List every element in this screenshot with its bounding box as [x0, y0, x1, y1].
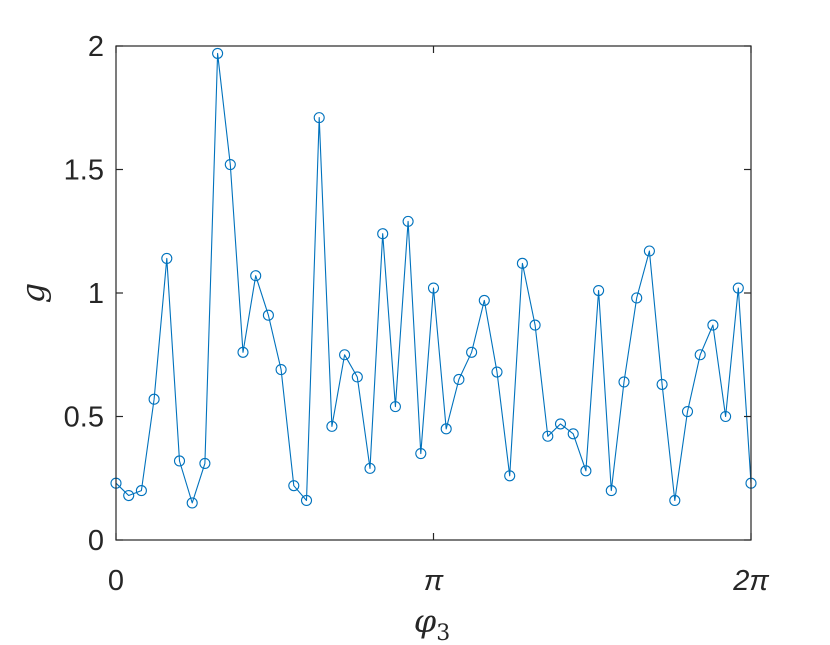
- data-point: [173, 455, 186, 467]
- data-point: [681, 406, 694, 418]
- data-point: [466, 346, 478, 358]
- data-point: [643, 245, 655, 257]
- data-point: [161, 252, 173, 264]
- data-point: [516, 257, 528, 269]
- data-point: [402, 215, 414, 227]
- data-point: [237, 346, 249, 358]
- data-point: [694, 349, 706, 361]
- y-tick-label: 1.5: [64, 155, 104, 187]
- y-tick-label: 1: [88, 278, 104, 310]
- data-point: [567, 428, 579, 440]
- data-point: [618, 376, 630, 388]
- data-point: [656, 378, 668, 390]
- y-tick-label: 2: [88, 31, 104, 63]
- x-tick-label: 0: [108, 565, 124, 597]
- data-point: [542, 430, 554, 442]
- data-point: [300, 494, 313, 507]
- tick-label-layer: 0 π 2π 0 0.5 1 1.5 2: [64, 31, 770, 597]
- data-point: [529, 319, 541, 331]
- data-point: [593, 284, 605, 297]
- series-line: [115, 52, 752, 504]
- data-point: [580, 465, 592, 477]
- x-axis-label-subscript: 3: [436, 621, 450, 645]
- data-point: [135, 485, 147, 497]
- data-point: [605, 485, 617, 497]
- data-point: [288, 480, 300, 492]
- data-point: [148, 393, 160, 405]
- data-point: [364, 462, 376, 474]
- data-point: [669, 494, 681, 507]
- data-point: [186, 497, 198, 509]
- data-point: [123, 489, 135, 502]
- data-point: [199, 457, 211, 469]
- data-point: [504, 470, 516, 482]
- data-point: [250, 270, 262, 282]
- axes-layer: [115, 45, 752, 541]
- data-point: [326, 420, 338, 432]
- y-axis-label: g: [14, 283, 52, 303]
- data-point: [351, 371, 363, 383]
- data-point: [415, 447, 427, 460]
- x-axis-label: φ3: [414, 602, 450, 645]
- data-point: [377, 228, 389, 240]
- x-tick-label: 2π: [732, 565, 769, 597]
- data-point: [389, 401, 401, 413]
- x-tick-label: π: [424, 565, 444, 597]
- data-point: [720, 410, 732, 423]
- data-point: [212, 47, 224, 59]
- data-point: [339, 349, 351, 361]
- data-point: [554, 418, 567, 430]
- data-point: [707, 319, 719, 331]
- data-point: [631, 292, 643, 304]
- data-point: [453, 373, 465, 386]
- data-point: [313, 112, 325, 124]
- data-point: [440, 423, 452, 435]
- data-point: [224, 159, 236, 171]
- data-point: [732, 282, 744, 294]
- data-point: [491, 366, 503, 378]
- data-point: [478, 294, 490, 306]
- data-point: [275, 364, 287, 376]
- y-tick-label: 0: [88, 525, 104, 557]
- y-tick-label: 0.5: [64, 402, 104, 434]
- data-point: [427, 282, 440, 294]
- data-point: [262, 309, 274, 321]
- x-axis-label-main: φ: [414, 602, 437, 640]
